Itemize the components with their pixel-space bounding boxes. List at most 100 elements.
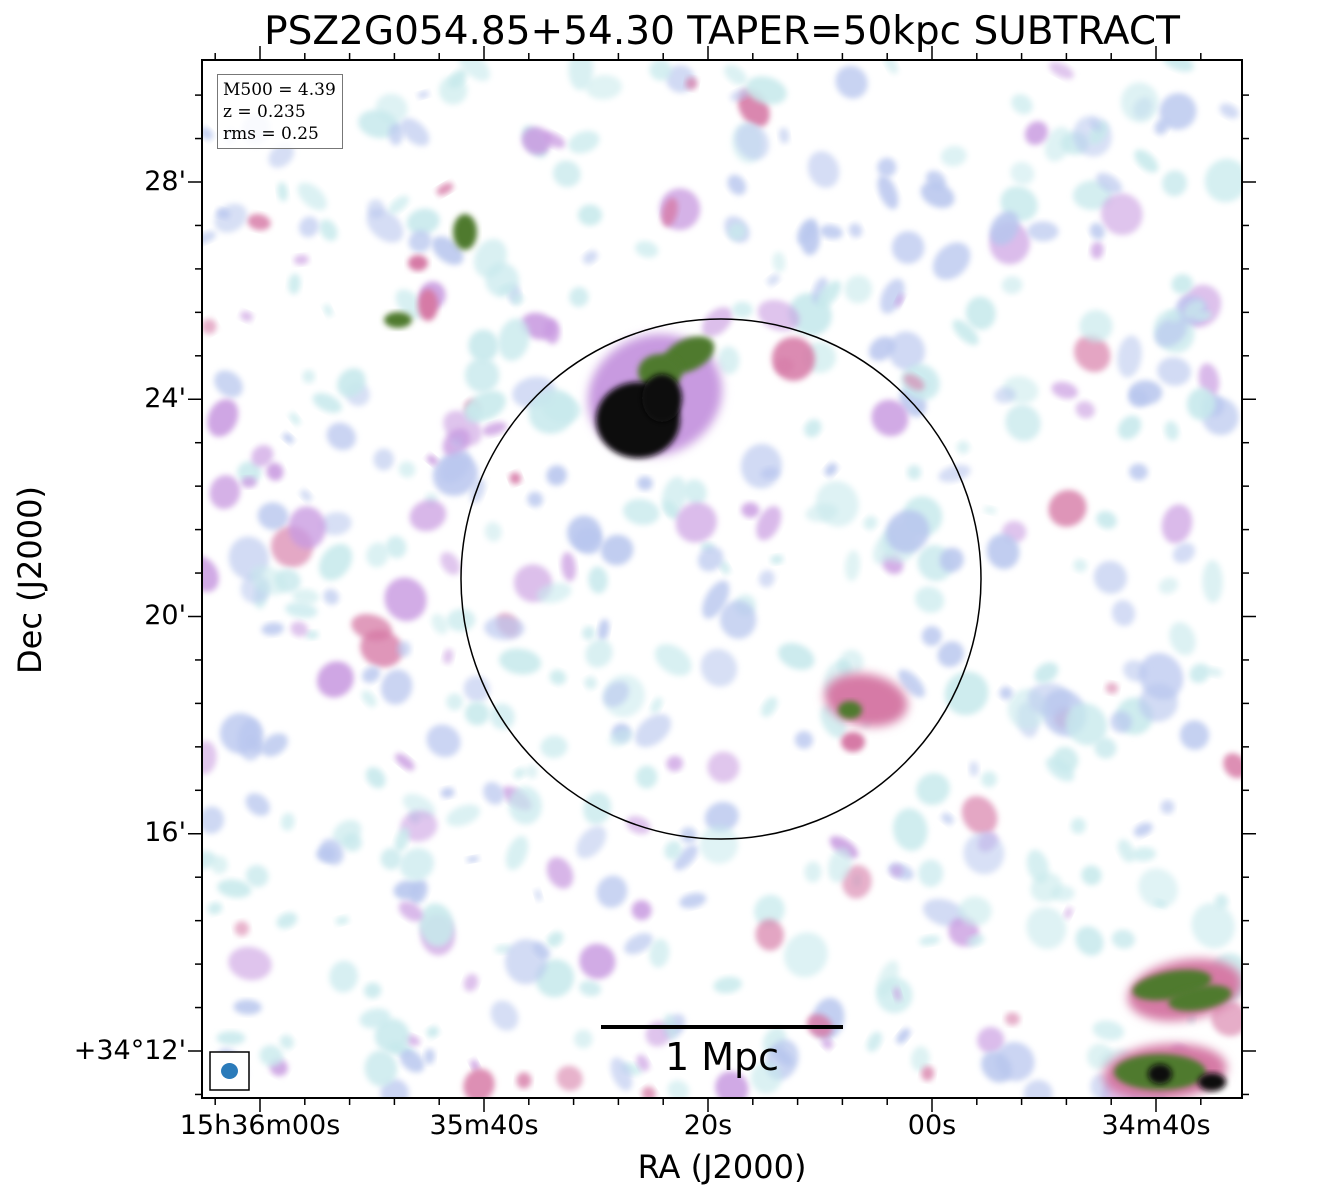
noise-blob: [241, 476, 257, 488]
noise-blob: [965, 296, 996, 330]
noise-blob: [245, 864, 269, 888]
noise-blob: [366, 542, 389, 568]
noise-blob: [1049, 61, 1074, 79]
noise-blob: [838, 660, 851, 675]
noise-blob: [637, 476, 653, 491]
noise-blob: [419, 903, 454, 947]
noise-blob: [261, 622, 284, 636]
noise-blob: [952, 319, 979, 346]
noise-blob: [871, 399, 909, 437]
noise-blob: [297, 182, 327, 211]
noise-blob: [561, 551, 576, 582]
noise-blob: [282, 433, 294, 444]
corner-source-peak: [1198, 1073, 1226, 1091]
noise-blob: [863, 516, 878, 530]
noise-blob: [1086, 1043, 1114, 1070]
noise-blob: [666, 755, 684, 772]
noise-blob: [603, 681, 630, 708]
noise-blob: [890, 864, 904, 878]
noise-blob: [1111, 929, 1135, 949]
noise-blob: [1133, 822, 1153, 837]
knot-source: [453, 214, 477, 250]
noise-blob: [938, 464, 971, 483]
noise-blob: [1128, 389, 1149, 408]
stats-rms: rms = 0.25: [223, 124, 319, 144]
chart-title: PSZ2G054.85+54.30 TAPER=50kpc SUBTRACT: [264, 9, 1180, 54]
noise-blob: [374, 1018, 410, 1053]
noise-blob: [408, 230, 432, 253]
noise-blob: [549, 669, 567, 685]
noise-blob: [292, 588, 319, 605]
noise-blob: [877, 175, 899, 210]
noise-blob: [576, 825, 607, 859]
noise-blob: [380, 1078, 409, 1098]
noise-blob: [821, 1038, 833, 1050]
stats-box: M500 = 4.39 z = 0.235 rms = 0.25: [217, 74, 343, 149]
noise-blob: [504, 939, 548, 985]
noise-blob: [941, 812, 954, 825]
noise-blob: [366, 208, 404, 243]
noise-blob: [579, 980, 602, 997]
x-tick-label: 34m40s: [1101, 1110, 1211, 1141]
noise-blob: [1219, 103, 1239, 119]
noise-blob: [1162, 170, 1188, 197]
noise-blob: [1183, 300, 1205, 319]
noise-blob: [207, 398, 239, 437]
noise-blob: [364, 982, 382, 999]
noise-blob: [585, 75, 622, 100]
noise-blob: [827, 847, 852, 883]
noise-blob: [683, 479, 707, 505]
noise-blob: [513, 767, 527, 779]
x-tick-label: 20s: [683, 1110, 733, 1141]
noise-blob: [365, 767, 386, 789]
noise-blob: [202, 851, 217, 869]
noise-blob: [399, 1049, 425, 1073]
noise-blob: [1092, 1020, 1125, 1041]
noise-blob: [329, 960, 358, 993]
noise-blob: [393, 880, 422, 900]
noise-blob: [440, 551, 461, 576]
noise-blob: [233, 999, 262, 1015]
noise-blob: [636, 1054, 650, 1072]
noise-blob: [715, 1071, 749, 1098]
noise-blob: [1214, 894, 1229, 909]
noise-blob: [464, 357, 500, 393]
noise-blob: [661, 197, 678, 227]
noise-blob: [323, 304, 333, 317]
noise-blob: [999, 686, 1013, 700]
noise-blob: [1161, 504, 1193, 544]
noise-blob: [1089, 222, 1105, 240]
noise-blob: [717, 346, 740, 375]
noise-blob: [877, 157, 897, 177]
noise-blob: [816, 280, 842, 308]
noise-blob: [919, 935, 941, 946]
noise-blob: [796, 218, 817, 245]
noise-blob: [245, 793, 270, 817]
noise-blob: [944, 671, 989, 716]
noise-blob: [319, 543, 353, 581]
noise-blob: [892, 986, 902, 1002]
noise-blob: [624, 933, 653, 955]
noise-blob: [214, 370, 243, 398]
noise-blob: [730, 88, 751, 102]
noise-blob: [1023, 1079, 1053, 1098]
noise-blob: [400, 118, 430, 146]
noise-blob: [756, 505, 782, 541]
noise-blob: [649, 938, 670, 968]
x-axis-label: RA (J2000): [637, 1148, 807, 1186]
noise-blob: [417, 91, 430, 99]
noise-blob: [464, 404, 483, 423]
noise-blob: [335, 916, 350, 925]
noise-blob: [1154, 899, 1167, 908]
noise-blob: [1024, 121, 1048, 146]
noise-blob: [844, 275, 873, 304]
x-tick-label: 00s: [907, 1110, 957, 1141]
noise-blob: [956, 440, 970, 454]
noise-blob: [920, 181, 955, 209]
noise-blob: [1160, 799, 1175, 814]
noise-blob: [770, 554, 784, 565]
noise-blob: [237, 461, 262, 484]
noise-blob: [484, 521, 502, 542]
noise-blob: [866, 1031, 882, 1052]
